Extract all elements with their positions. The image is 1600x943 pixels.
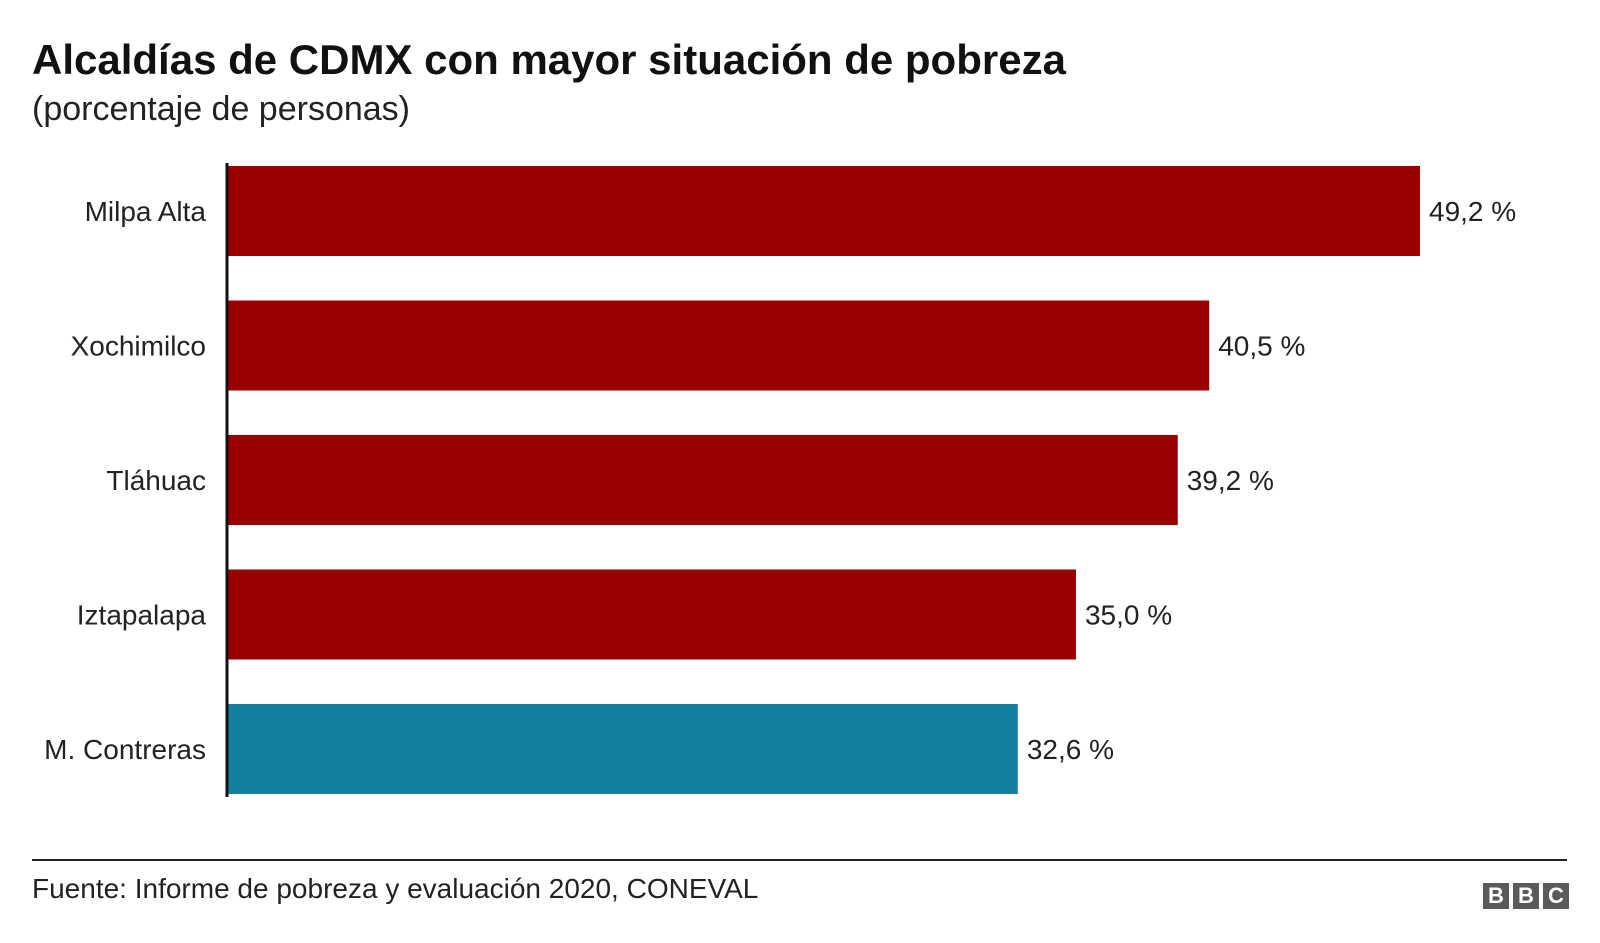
bar-iztapalapa (228, 569, 1076, 660)
chart-title: Alcaldías de CDMX con mayor situación de… (32, 36, 1066, 83)
bar-milpa-alta (228, 166, 1420, 256)
logo-letter: B (1513, 883, 1539, 909)
category-label: Milpa Alta (85, 196, 207, 227)
logo-letter: B (1483, 883, 1509, 909)
value-label: 49,2 % (1429, 196, 1516, 227)
value-label: 35,0 % (1085, 600, 1172, 631)
bar-xochimilco (228, 300, 1210, 391)
footer-divider (32, 859, 1567, 861)
bar-tl-huac (228, 435, 1178, 525)
category-label: Xochimilco (71, 331, 206, 362)
bbc-logo: B B C (1483, 883, 1569, 909)
logo-letter: C (1543, 883, 1569, 909)
value-label: 40,5 % (1218, 331, 1305, 362)
bar-chart: Milpa Alta 49,2 % Xochimilco 40,5 % Tláhuac 3… (44, 163, 1516, 797)
category-label: M. Contreras (44, 734, 206, 765)
source-note: Fuente: Informe de pobreza y evaluación … (32, 873, 759, 904)
chart-subtitle: (porcentaje de personas) (32, 90, 411, 128)
category-label: Iztapalapa (77, 600, 207, 631)
value-label: 39,2 % (1187, 465, 1274, 496)
category-label: Tláhuac (106, 465, 206, 496)
bar-m-contreras (228, 704, 1018, 794)
value-label: 32,6 % (1027, 734, 1114, 765)
